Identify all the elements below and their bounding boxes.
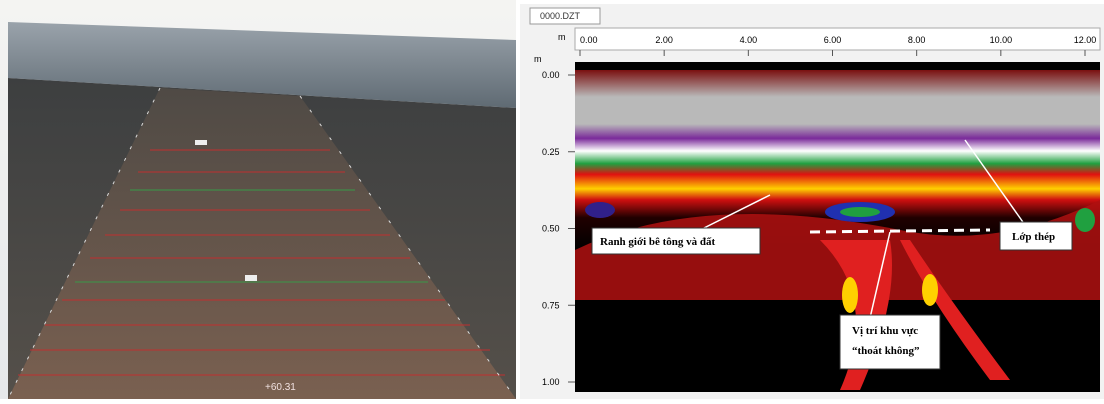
y-tick-label: 1.00 xyxy=(542,377,560,387)
screenshot: +60.31 0000.DZT m m 0.00 2.00 4.00 6.00 8.00… xyxy=(0,0,1104,399)
y-tick-label: 0.75 xyxy=(542,300,560,310)
annotation-boundary: Ranh giới bê tông và đất xyxy=(600,236,716,248)
annotation-void-1: Vị trí khu vực xyxy=(852,325,918,337)
x-tick-label: 2.00 xyxy=(655,35,673,45)
dam-photo: +60.31 xyxy=(0,0,516,399)
station-label: +60.31 xyxy=(265,382,296,393)
annotation-steel: Lớp thép xyxy=(1012,231,1055,243)
x-tick-label: 12.00 xyxy=(1074,35,1097,45)
y-tick-label: 0.00 xyxy=(542,70,560,80)
x-unit: m xyxy=(558,32,566,42)
x-tick-label: 0.00 xyxy=(580,35,598,45)
x-tick-label: 8.00 xyxy=(908,35,926,45)
page: {"photo": {"station_label": "+60.31"}, "… xyxy=(0,0,1104,399)
file-tab: 0000.DZT xyxy=(540,11,581,21)
radargram-window: 0000.DZT m m 0.00 2.00 4.00 6.00 8.00 10.00 12… xyxy=(520,4,1104,399)
x-tick-label: 4.00 xyxy=(740,35,758,45)
y-tick-label: 0.25 xyxy=(542,147,560,157)
annotation-void-2: “thoát không” xyxy=(852,345,920,357)
x-tick-label: 10.00 xyxy=(990,35,1013,45)
y-tick-label: 0.50 xyxy=(542,224,560,234)
y-unit: m xyxy=(534,54,542,64)
x-tick-label: 6.00 xyxy=(824,35,842,45)
